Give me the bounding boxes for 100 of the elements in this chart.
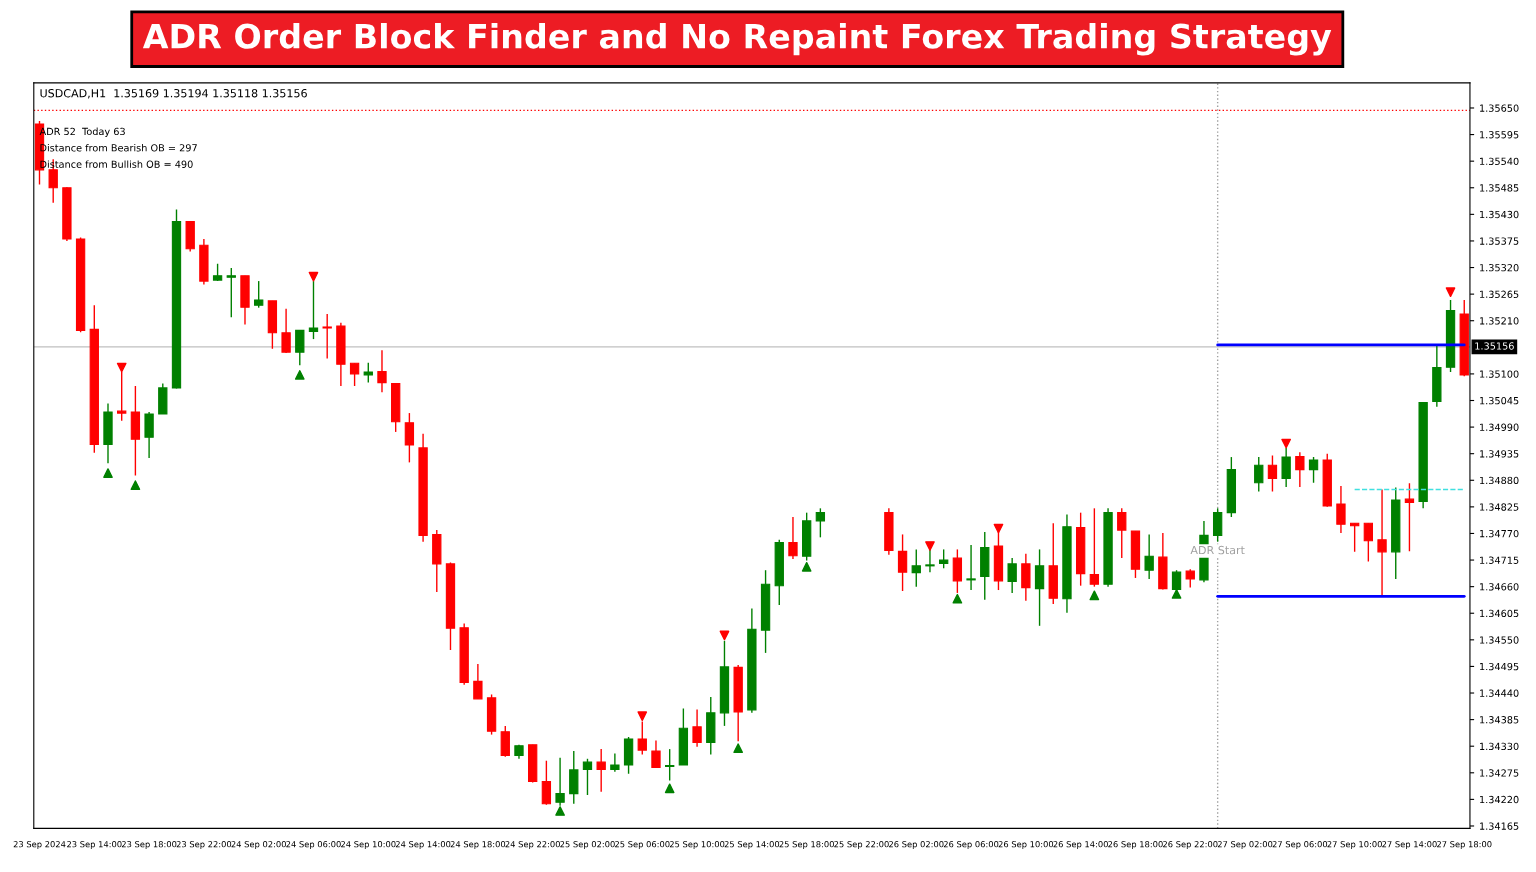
candlestick	[788, 516, 798, 560]
point	[308, 271, 319, 282]
candlestick	[1308, 456, 1319, 484]
candlestick	[1295, 451, 1305, 488]
ref-line-label: ADR Start	[1190, 545, 1245, 555]
y-tick-label: 1.34550	[1480, 636, 1519, 644]
x-tick-label: 26 Sep 10:00	[998, 841, 1054, 849]
candlestick	[1377, 488, 1387, 598]
point	[130, 480, 141, 490]
x-tick-label: 25 Sep 06:00	[615, 841, 670, 849]
point	[1171, 589, 1182, 599]
y-tick-label: 1.34495	[1480, 662, 1519, 671]
y-tick-label: 1.34165	[1480, 822, 1519, 830]
candlestick	[938, 548, 949, 569]
x-tick-label: 26 Sep 22:00	[1163, 841, 1218, 849]
x-tick-label: 24 Sep 18:00	[450, 841, 506, 849]
candlestick	[1144, 533, 1154, 580]
candlestick	[144, 411, 154, 459]
x-tick-label: 24 Sep 22:00	[505, 841, 560, 849]
annotation: USDCAD,H1 1.35169 1.35194 1.35118 1.35156	[40, 89, 307, 99]
candlestick	[1034, 548, 1045, 627]
candlestick	[1336, 485, 1346, 534]
x-tick-label: 27 Sep 10:00	[1327, 841, 1382, 849]
y-tick-label: 1.35430	[1480, 210, 1519, 219]
y-tick-label: 1.34220	[1480, 795, 1519, 804]
candlestick	[1185, 568, 1195, 589]
candlestick	[911, 548, 921, 588]
point	[719, 630, 730, 641]
candlestick	[349, 362, 360, 387]
x-tick-label: 27 Sep 02:00	[1217, 841, 1273, 849]
candlestick	[665, 748, 675, 782]
point	[1281, 438, 1292, 449]
candlestick	[952, 548, 963, 594]
candlestick	[281, 307, 291, 354]
candlestick	[1212, 507, 1223, 543]
x-tick-label: 27 Sep 14:00	[1382, 841, 1437, 849]
point	[801, 561, 812, 572]
x-tick-label: 27 Sep 06:00	[1272, 841, 1328, 849]
y-tick-label: 1.35485	[1480, 184, 1519, 192]
x-tick-label: 25 Sep 22:00	[834, 841, 889, 849]
candlestick	[610, 752, 620, 773]
candlestick	[473, 663, 483, 700]
candlestick	[651, 739, 661, 769]
candlestick	[966, 544, 976, 591]
candlestick	[1021, 553, 1031, 602]
candlestick	[1089, 507, 1100, 588]
x-tick-label: 23 Sep 2024	[13, 841, 66, 849]
x-tick-label: 24 Sep 14:00	[395, 841, 451, 849]
point	[637, 711, 648, 722]
x-tick-label: 25 Sep 02:00	[560, 841, 615, 849]
y-tick-label: 1.35100	[1480, 370, 1519, 378]
point	[103, 468, 113, 478]
y-tick-label: 1.34990	[1480, 423, 1519, 431]
x-tick-label: 25 Sep 14:00	[724, 841, 780, 849]
candlestick	[569, 750, 579, 805]
y-tick-label: 1.35595	[1480, 131, 1519, 139]
candlestick	[692, 708, 702, 748]
candlestick	[363, 362, 373, 384]
y-tick-label: 1.35265	[1480, 290, 1519, 298]
y-tick-label: 1.34660	[1480, 583, 1519, 591]
candlestick	[815, 507, 826, 539]
y-tick-label: 1.35210	[1480, 317, 1519, 325]
x-tick-label: 26 Sep 02:00	[889, 841, 944, 849]
x-tick-label: 25 Sep 18:00	[779, 841, 834, 849]
candlestick	[322, 313, 332, 360]
y-tick-label: 1.34440	[1480, 689, 1519, 697]
x-tick-label: 24 Sep 06:00	[286, 841, 341, 849]
point	[993, 523, 1004, 534]
x-tick-label: 23 Sep 18:00	[121, 841, 177, 849]
y-tick-label: 1.34385	[1480, 716, 1519, 724]
point	[555, 806, 565, 816]
candlestick	[541, 760, 552, 806]
candlestick	[1363, 522, 1374, 563]
candlestick	[404, 412, 415, 464]
point	[952, 593, 963, 604]
y-tick-label: 1.34715	[1480, 556, 1519, 564]
candlestick	[500, 725, 510, 758]
y-tick-label: 1.34770	[1480, 529, 1519, 538]
point	[925, 541, 935, 551]
x-tick-label: 24 Sep 02:00	[231, 841, 286, 849]
candlestick	[254, 280, 264, 309]
candlestick	[295, 329, 305, 366]
candlestick	[582, 758, 593, 796]
y-tick-label: 1.35540	[1480, 157, 1519, 165]
candlestick	[897, 533, 908, 592]
x-tick-label: 26 Sep 06:00	[943, 841, 999, 849]
x-tick-label: 26 Sep 14:00	[1053, 841, 1108, 849]
point	[116, 362, 127, 373]
y-tick-label: 1.34275	[1480, 769, 1519, 777]
candlestick	[1267, 454, 1278, 493]
candlestick	[1117, 507, 1127, 559]
chart-title: ADR Order Block Finder and No Repaint Forex Trading Strategy	[142, 22, 1332, 56]
y-tick-label: 1.35045	[1480, 396, 1519, 405]
point	[1089, 590, 1100, 601]
x-tick-label: 23 Sep 14:00	[67, 841, 122, 849]
candlestick	[377, 349, 387, 393]
point	[294, 370, 305, 380]
y-tick-label: 1.34935	[1480, 450, 1519, 458]
ref-line-label: 1.35156	[1475, 342, 1514, 350]
y-tick-label: 1.34825	[1480, 503, 1519, 511]
